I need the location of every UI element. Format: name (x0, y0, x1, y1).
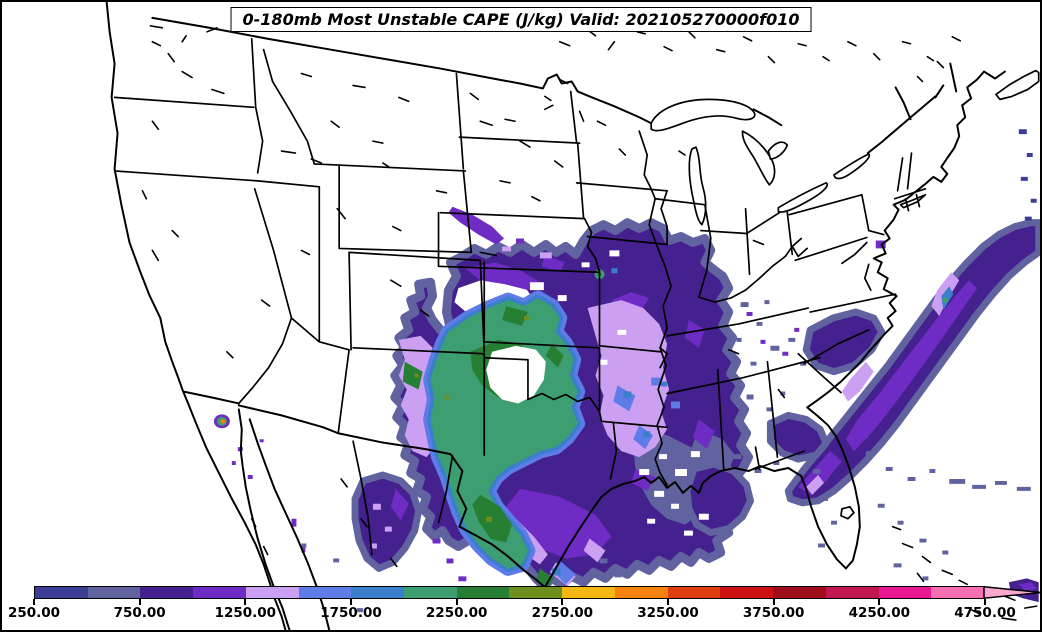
mexico-interior-lines (352, 440, 454, 556)
colorbar-tick-label: 2750.00 (531, 605, 594, 621)
colorbar-segment-3500 (720, 587, 774, 598)
lake-superior (650, 98, 756, 132)
lake-ontario (833, 153, 871, 180)
colorbar-segment-3250 (667, 587, 721, 598)
plot-title: 0-180mb Most Unstable CAPE (J/kg) Valid:… (230, 7, 812, 32)
colorbar-tick-label: 1250.00 (214, 605, 277, 621)
cape-indigo-specks (1018, 129, 1037, 221)
colorbar-tick-label: 3250.00 (637, 605, 699, 621)
colorbar-tick (772, 599, 775, 605)
colorbar-tick-label: 2250.00 (425, 605, 488, 621)
colorbar-tick (455, 599, 458, 605)
great-lakes (650, 98, 871, 226)
cape-chihuahua-violet (390, 488, 467, 582)
colorbar-tick-label: 250.00 (7, 605, 61, 621)
cape-fill-layers (213, 129, 1040, 613)
cape-corner-blob-core (1018, 582, 1037, 593)
colorbar-segment-3000 (614, 587, 668, 598)
state-lines-east (784, 152, 927, 365)
pacific-coast (105, 2, 287, 630)
colorbar-segment-2250 (456, 587, 510, 598)
lake-okeechobee (840, 505, 855, 520)
colorbar-tick (667, 599, 669, 605)
colorbar-tick (244, 599, 247, 605)
cape-chihuahua-lavender (370, 503, 392, 549)
colorbar-tick (138, 599, 141, 605)
colorbar-tick (350, 599, 352, 605)
colorbar-segment-750 (140, 587, 194, 598)
state-lines-midwest (654, 189, 885, 303)
colorbar-segment-4000 (825, 587, 879, 598)
cape-lavender-patches (398, 246, 670, 587)
state-lines-west (113, 37, 486, 456)
colorbar-tick (561, 599, 564, 605)
cape-plume-core (798, 280, 978, 495)
colorbar-tick-label: 3750.00 (742, 605, 805, 621)
colorbar-segments (34, 586, 985, 599)
colorbar-segment-2000 (404, 587, 457, 598)
colorbar-segment-1250 (245, 587, 299, 598)
colorbar-segment-1750 (351, 587, 405, 598)
colorbar-tick (878, 599, 881, 605)
colorbar-tick-label: 4750.00 (954, 605, 1016, 621)
state-lines-south (598, 307, 842, 480)
cape-sonora-spot-core (220, 419, 226, 424)
colorbar-segment-4250 (878, 587, 932, 598)
colorbar-tick (984, 599, 986, 605)
colorbar-extend-arrow (983, 585, 1040, 600)
canada-border (151, 16, 958, 155)
nova-scotia (995, 69, 1040, 101)
colorbar-segment-2500 (509, 587, 563, 598)
colorbar-segment-500 (87, 587, 141, 598)
colorbar-extend-triangle (983, 585, 1040, 600)
us-mexico-border (182, 390, 546, 589)
gulf-atlantic-coast (543, 70, 1006, 589)
lake-erie (777, 182, 829, 213)
colorbar-segment-4500 (931, 587, 984, 598)
river-lake-squiggles (141, 9, 961, 568)
sonora-coast (248, 418, 331, 630)
coastlines-borders (105, 2, 1040, 630)
cape-gulf-blob (683, 460, 755, 537)
water-squiggles (141, 9, 1038, 621)
mississippi-river (638, 130, 672, 486)
cape-dry-hole (486, 345, 546, 404)
colorbar-segment-1000 (193, 587, 246, 598)
georgian-bay (767, 141, 789, 160)
long-island (899, 193, 927, 209)
lake-michigan (688, 146, 707, 226)
state-lines-plains (437, 90, 668, 413)
colorbar-tick-label: 4250.00 (848, 605, 911, 621)
colorbar-segment-250 (35, 587, 88, 598)
colorbar: 250.00 750.00 1250.00 1750.00 2250.00 2750.00… (8, 585, 1040, 630)
lake-huron (741, 130, 776, 186)
colorbar-segment-2750 (562, 587, 615, 598)
colorbar-tick (33, 599, 35, 605)
cape-plume-teal-dot (942, 297, 949, 304)
colorbar-segment-1500 (298, 587, 352, 598)
state-boundaries (113, 37, 927, 556)
cape-chihuahua-blob (351, 471, 423, 572)
colorbar-tick-label: 1750.00 (320, 605, 382, 621)
colorbar-tick-label: 750.00 (113, 605, 166, 621)
colorbar-segment-3750 (773, 587, 826, 598)
